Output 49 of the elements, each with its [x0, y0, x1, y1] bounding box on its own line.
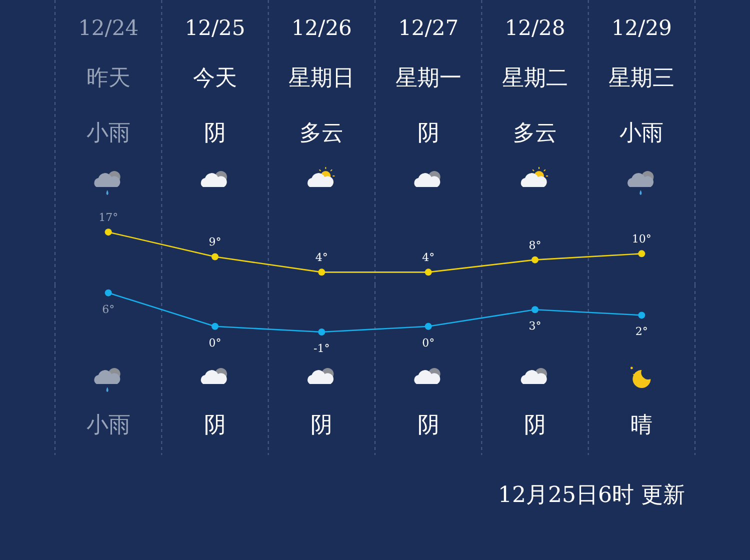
text: 星期一 — [395, 66, 462, 91]
point — [318, 268, 326, 276]
text: 小雨 — [86, 121, 130, 146]
text: 阴 — [310, 413, 333, 438]
text: 阴 — [204, 121, 226, 146]
text: 阴 — [204, 413, 226, 438]
x-tick-label: 12/29 — [611, 16, 672, 40]
data-label: 2° — [635, 325, 648, 338]
text: 昨天 — [86, 66, 130, 91]
data-label: 4° — [315, 251, 328, 264]
data-label: 4° — [422, 251, 435, 264]
point — [318, 328, 326, 336]
point — [638, 250, 646, 258]
text: 晴 — [630, 413, 653, 438]
text: 阴 — [524, 413, 546, 438]
data-label: 9° — [208, 236, 222, 249]
point — [424, 268, 432, 276]
data-label: 3° — [528, 320, 542, 333]
text: 多云 — [300, 121, 344, 146]
point — [638, 312, 646, 319]
text: 多云 — [513, 121, 557, 146]
point — [212, 322, 218, 330]
data-label: 17° — [98, 211, 118, 224]
text: 小雨 — [86, 413, 130, 438]
text: 小雨 — [620, 121, 664, 146]
data-label: -1° — [314, 342, 330, 355]
data-label: 10° — [632, 232, 652, 246]
text: 12月25日6时 更新 — [498, 483, 685, 508]
x-tick-label: 12/25 — [184, 16, 246, 40]
data-label: 8° — [528, 238, 542, 252]
point — [212, 253, 218, 260]
text: 星期二 — [502, 66, 568, 91]
point — [424, 322, 432, 330]
text: 阴 — [417, 413, 440, 438]
x-tick-label: 12/24 — [78, 16, 139, 40]
x-tick-label: 12/28 — [504, 16, 566, 40]
point — [104, 228, 112, 236]
point — [104, 289, 112, 296]
data-label: 0° — [208, 336, 222, 350]
point — [532, 306, 538, 314]
text: 今天 — [193, 66, 237, 91]
x-tick-label: 12/27 — [398, 16, 459, 40]
data-label: 6° — [102, 302, 115, 316]
text: 星期三 — [608, 66, 675, 91]
point — [532, 256, 538, 264]
x-tick-label: 12/26 — [291, 16, 352, 40]
text: 星期日 — [288, 66, 355, 91]
data-label: 0° — [422, 336, 435, 350]
text: 阴 — [417, 121, 440, 146]
